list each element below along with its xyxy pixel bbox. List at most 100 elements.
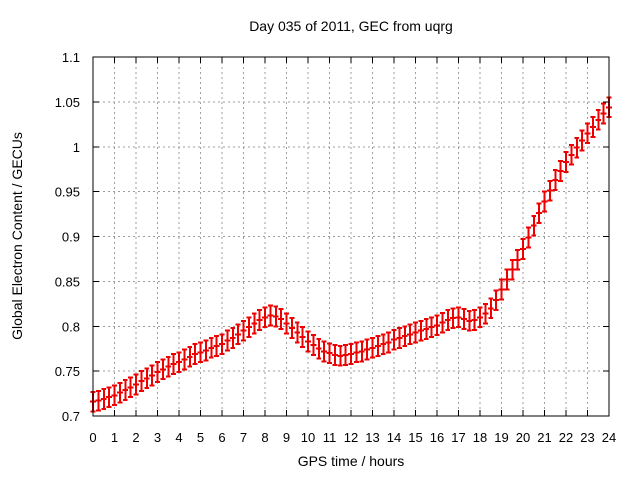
x-tick-label: 5 <box>197 430 204 445</box>
x-tick-label: 2 <box>132 430 139 445</box>
error-bar <box>358 340 365 363</box>
axis-layer <box>92 56 610 417</box>
error-bar <box>342 344 349 366</box>
error-bar <box>240 319 247 342</box>
y-tick-label: 0.7 <box>62 409 80 424</box>
error-bar <box>460 308 467 330</box>
error-bar <box>530 214 537 237</box>
x-tick-label: 11 <box>323 430 337 445</box>
error-bar <box>122 379 129 401</box>
x-tick-label: 4 <box>175 430 182 445</box>
x-tick-label: 13 <box>365 430 379 445</box>
error-bar <box>348 343 354 365</box>
error-bar <box>595 108 602 131</box>
y-tick-label: 0.8 <box>62 319 80 334</box>
chart-title: Day 035 of 2011, GEC from uqrg <box>249 18 453 34</box>
error-bar <box>541 190 548 213</box>
error-bar <box>568 143 575 166</box>
error-bar <box>186 345 193 368</box>
error-bar <box>219 333 225 356</box>
error-bar <box>154 361 161 383</box>
x-tick-label: 8 <box>261 430 268 445</box>
error-bar <box>245 316 252 339</box>
error-bar <box>396 327 403 349</box>
error-bar <box>331 344 338 366</box>
x-tick-label: 0 <box>89 430 96 445</box>
error-bar <box>471 309 478 331</box>
error-bar <box>256 309 263 331</box>
error-bar <box>552 169 559 191</box>
error-bar <box>294 321 301 344</box>
x-tick-label: 9 <box>283 430 290 445</box>
x-tick-label: 23 <box>580 430 594 445</box>
error-bar <box>283 312 290 335</box>
y-tick-label: 0.75 <box>55 364 80 379</box>
x-tick-label: 20 <box>516 430 530 445</box>
error-bar <box>477 306 483 329</box>
error-bar <box>401 325 408 347</box>
error-bar <box>385 331 392 354</box>
error-bar <box>600 102 607 125</box>
error-bar <box>487 297 494 320</box>
error-bar <box>305 330 311 353</box>
error-bar <box>417 319 424 342</box>
y-tick-label: 0.95 <box>55 185 80 200</box>
error-bar <box>262 306 268 329</box>
x-tick-label: 21 <box>537 430 551 445</box>
y-tick-label: 0.9 <box>62 230 80 245</box>
error-bar <box>450 307 457 330</box>
y-tick-label: 1 <box>73 140 80 155</box>
error-bar <box>159 358 166 381</box>
error-bar <box>181 348 188 371</box>
x-tick-label: 22 <box>559 430 573 445</box>
x-tick-label: 24 <box>602 430 616 445</box>
error-bar <box>315 337 322 360</box>
error-bar <box>310 334 317 356</box>
error-bar <box>106 386 113 409</box>
error-bar <box>428 316 435 339</box>
error-bar <box>149 364 156 387</box>
error-bar <box>520 238 526 260</box>
error-bar <box>369 336 376 359</box>
x-tick-label: 18 <box>473 430 487 445</box>
error-bar <box>536 202 543 225</box>
error-bar <box>138 370 145 392</box>
error-bar <box>455 306 462 329</box>
error-bar <box>288 317 295 339</box>
error-bar <box>278 308 285 330</box>
error-bar <box>170 353 177 375</box>
y-tick-label: 1.05 <box>55 95 80 110</box>
axis-label-layer: 0 1 2 3 4 5 6 7 8 9 10 11 12 13 14 15 16 17 18 19 20 21 22 23 24… <box>55 50 617 445</box>
error-bar <box>192 343 199 365</box>
error-bar <box>208 336 215 359</box>
error-bar <box>133 373 139 396</box>
error-bar <box>202 339 209 362</box>
error-bar <box>111 384 118 407</box>
error-bar <box>380 333 387 356</box>
error-bar <box>364 338 371 361</box>
x-tick-label: 14 <box>387 430 401 445</box>
error-bar <box>493 289 500 312</box>
error-bar <box>326 342 333 365</box>
x-tick-label: 12 <box>344 430 358 445</box>
error-bar <box>573 136 580 159</box>
error-bar <box>321 340 328 363</box>
error-bar <box>503 268 510 291</box>
x-tick-label: 15 <box>408 430 422 445</box>
error-bar <box>272 305 279 328</box>
x-tick-label: 6 <box>218 430 225 445</box>
error-bar <box>557 160 564 182</box>
error-bar <box>299 326 306 348</box>
data-series-layer <box>90 96 612 413</box>
y-tick-label: 0.85 <box>55 274 80 289</box>
x-tick-label: 16 <box>430 430 444 445</box>
error-bar <box>353 341 360 364</box>
error-bar <box>407 323 414 346</box>
error-bar <box>143 367 150 390</box>
error-bar <box>444 309 451 331</box>
x-axis-title: GPS time / hours <box>298 453 405 469</box>
error-bar <box>525 226 532 249</box>
error-bar <box>546 179 553 202</box>
